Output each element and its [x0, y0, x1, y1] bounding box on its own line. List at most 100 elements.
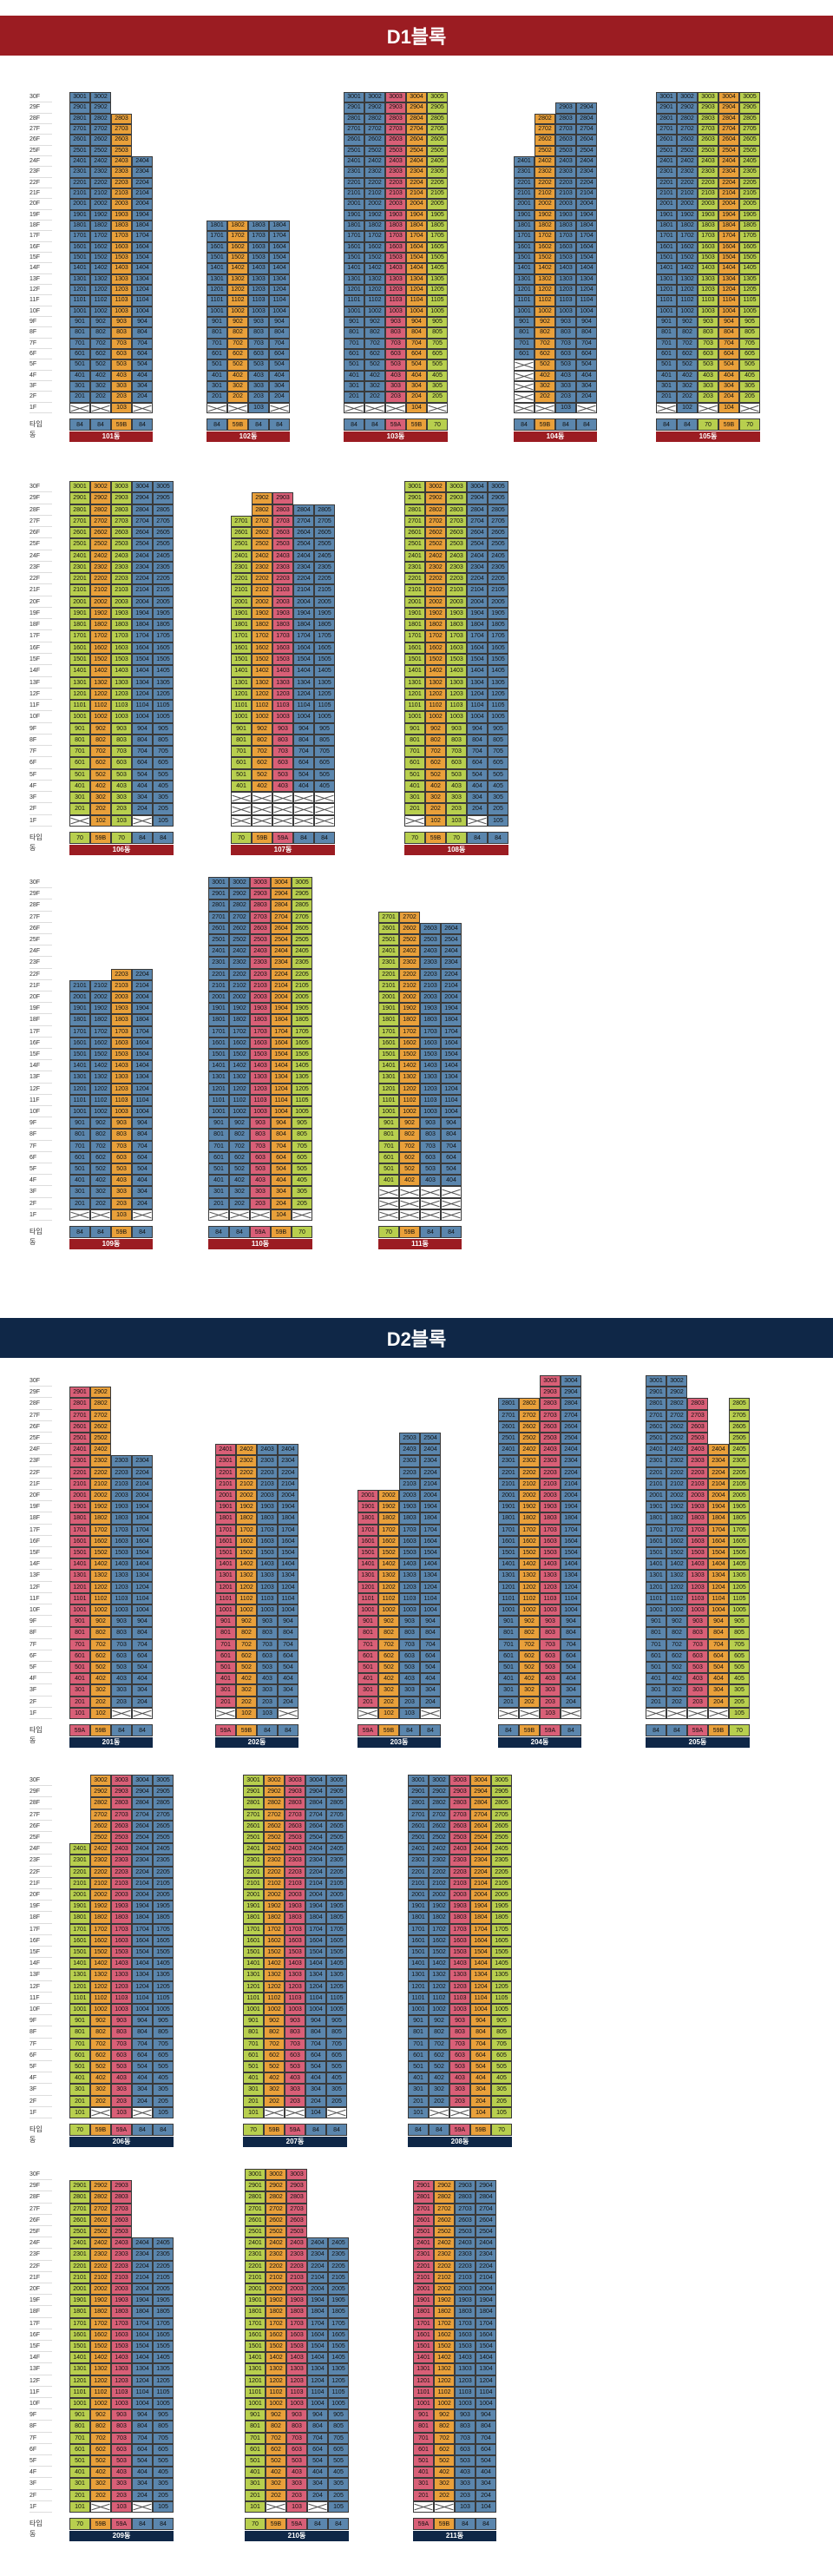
unit-cell: 205: [153, 2489, 174, 2501]
unit-cell: 2201: [243, 1866, 264, 1878]
unit-cell: 1701: [69, 1025, 90, 1038]
unit-cell: 1002: [229, 1106, 250, 1118]
unit-cell: 2104: [476, 2271, 496, 2283]
unit-cell: 2003: [250, 992, 271, 1004]
unit-cell: 2204: [278, 1466, 298, 1479]
unit-cell: 701: [207, 338, 227, 349]
unit-cell: 803: [449, 2026, 470, 2039]
unit-type-cell: 84: [132, 1226, 153, 1238]
unit-cell: 1601: [498, 1535, 519, 1547]
unit-cell: 2304: [278, 1455, 298, 1467]
unit-cell: 2102: [90, 584, 111, 596]
unit-cell: 2705: [491, 1808, 512, 1821]
unit-cell: 1101: [404, 700, 425, 712]
unit-cell: 701: [69, 746, 90, 758]
unit-cell: 203: [257, 1696, 278, 1708]
floor-label: 29F: [30, 2180, 52, 2192]
unit-cell: 2202: [666, 1466, 687, 1479]
unit-cell: 2404: [718, 156, 739, 168]
unit-type-cell: 84: [269, 418, 290, 431]
unit-cell: 2002: [266, 2283, 286, 2296]
unit-cell: 2802: [535, 113, 555, 124]
unit-cell: 601: [404, 757, 425, 769]
building-name-bar: 108동: [404, 845, 508, 855]
unit-cell: 403: [285, 2072, 305, 2085]
unit-cell: 1003: [446, 711, 467, 723]
unit-cell: 1804: [420, 1512, 441, 1525]
unit-cell: 2104: [307, 2271, 328, 2283]
unit-cell: 1801: [207, 221, 227, 232]
unit-cell: 2102: [90, 979, 111, 992]
unit-cell: 2602: [229, 922, 250, 934]
unit-cell: 2204: [132, 1466, 153, 1479]
unit-cell: 1901: [656, 209, 677, 221]
unit-cell: 2702: [90, 515, 111, 528]
unit-cell: 704: [269, 338, 290, 349]
unit-cell: 1701: [408, 1923, 429, 1935]
unit-cell: 1804: [132, 1014, 153, 1026]
unit-cell: 2903: [455, 2180, 476, 2192]
unit-cell: 2405: [491, 1843, 512, 1855]
unit-cell: 2803: [111, 2191, 132, 2204]
unit-cell: 202: [90, 2095, 111, 2107]
unit-cell: 601: [69, 1650, 90, 1662]
unit-cell: 1103: [540, 1592, 561, 1604]
unit-cell: 701: [243, 2038, 264, 2050]
unit-cell: 303: [698, 381, 718, 392]
unit-cell: 1605: [427, 241, 448, 253]
unit-cell: 402: [378, 1673, 399, 1685]
unit-cell: 2603: [449, 1820, 470, 1832]
unit-type-cell: 59B: [535, 418, 555, 431]
unit-cell: 2305: [153, 561, 174, 574]
unit-cell: 1804: [132, 1512, 153, 1525]
unit-cell: 2604: [576, 135, 597, 146]
unit-cell: 2904: [271, 888, 292, 900]
unit-cell: 301: [656, 381, 677, 392]
unit-cell: 503: [687, 1662, 708, 1674]
unit-cell: 1902: [434, 2295, 455, 2307]
unit-cell: 601: [69, 349, 90, 360]
unit-cell: 2004: [420, 1490, 441, 1502]
unit-cell: 2703: [250, 911, 271, 923]
unit-cell: 1404: [271, 1060, 292, 1072]
unit-cell: 2302: [90, 2249, 111, 2261]
unit-cell: 3004: [561, 1375, 581, 1387]
unit-cell: 403: [272, 780, 293, 793]
unit-cell: 2203: [111, 968, 132, 980]
unit-cell: 1701: [646, 1524, 666, 1536]
unit-cell: 1504: [718, 253, 739, 264]
unit-cell: 2405: [153, 550, 174, 562]
unit-cell: 1005: [739, 306, 760, 317]
unit-cell: 2304: [132, 167, 153, 178]
unit-cell: 502: [519, 1662, 540, 1674]
unit-cell: 1801: [208, 1014, 229, 1026]
unit-cell: 303: [111, 381, 132, 392]
unit-cell: 1701: [207, 231, 227, 242]
unit-cell: 1302: [90, 1969, 111, 1981]
unit-cell: 1105: [292, 1094, 312, 1106]
unit-cell: 1003: [555, 306, 576, 317]
unit-cell: 1301: [404, 676, 425, 688]
unit-cell: 2702: [266, 2203, 286, 2215]
block-title-d1: D1블록: [386, 26, 447, 48]
unit-cell: 1101: [243, 1992, 264, 2004]
unit-cell: 1702: [90, 1025, 111, 1038]
unit-cell: 1705: [153, 1923, 174, 1935]
unit-cell: 2605: [292, 922, 312, 934]
unit-cell: 1401: [69, 2352, 90, 2364]
unit-cell: 2203: [286, 2260, 307, 2272]
unit-cell: 2805: [292, 899, 312, 912]
unit-cell: 2703: [272, 515, 293, 528]
unit-cell: 2402: [666, 1444, 687, 1456]
unit-cell: 1704: [132, 1923, 153, 1935]
unit-cell: 2601: [646, 1420, 666, 1433]
unit-cell: 2604: [476, 2214, 496, 2226]
unit-cell: 2403: [111, 156, 132, 168]
unit-cell: 404: [467, 780, 488, 793]
unit-cell: 1603: [449, 1934, 470, 1947]
unit-cell: 3005: [153, 1775, 174, 1787]
floor-label: 28F: [30, 114, 52, 124]
unit-cell: 402: [90, 2467, 111, 2479]
unit-cell: 902: [677, 317, 698, 328]
unit-cell: 802: [519, 1627, 540, 1639]
